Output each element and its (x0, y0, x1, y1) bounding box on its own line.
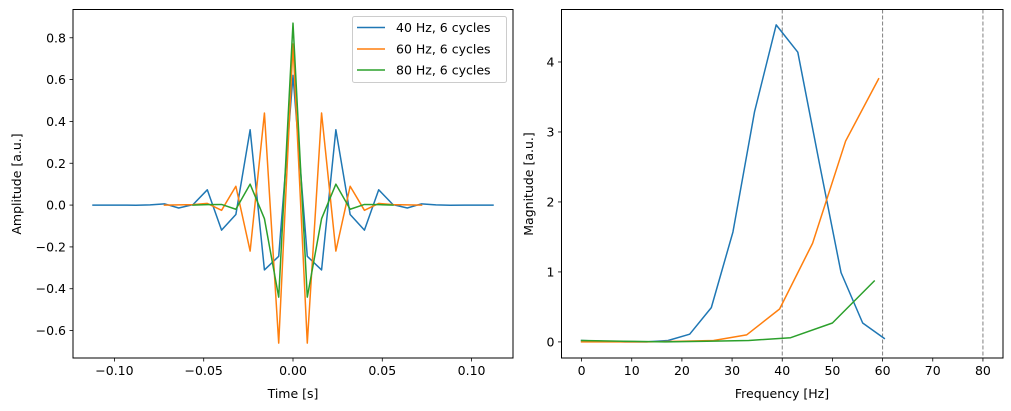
legend-label-80hz: 80 Hz, 6 cycles (396, 63, 491, 78)
time-y-tick-label: −0.6 (36, 323, 66, 338)
frequency-x-axis-label: Frequency [Hz] (735, 386, 829, 401)
time-series-80-hz-6-cycles (192, 22, 394, 298)
time-y-tick-label: 0.4 (46, 114, 66, 129)
time-x-tick-label: 0.10 (458, 363, 486, 378)
time-domain-lines (92, 22, 494, 344)
legend: 40 Hz, 6 cycles 60 Hz, 6 cycles 80 Hz, 6… (352, 16, 507, 83)
time-x-tick-label: −0.10 (95, 363, 133, 378)
time-x-axis-label: Time [s] (267, 386, 319, 401)
frequency-y-tick-label: 3 (547, 124, 555, 139)
legend-label-40hz: 40 Hz, 6 cycles (396, 20, 491, 35)
frequency-y-tick-label: 4 (547, 54, 555, 69)
time-series-40-hz-6-cycles (92, 74, 494, 271)
frequency-y-tick-label: 2 (547, 194, 555, 209)
frequency-y-axis-label: Magnitude [a.u.] (521, 132, 536, 235)
legend-label-60hz: 60 Hz, 6 cycles (396, 42, 491, 57)
frequency-x-tick-label: 0 (578, 363, 586, 378)
time-y-axis-label: Amplitude [a.u.] (9, 133, 24, 234)
time-x-tick-label: −0.05 (185, 363, 223, 378)
frequency-x-tick-label: 40 (774, 363, 790, 378)
frequency-x-tick-label: 20 (674, 363, 690, 378)
time-x-ticks: −0.10 −0.05 0.00 0.05 0.10 (95, 358, 486, 378)
time-series-60-hz-6-cycles (163, 43, 423, 344)
frequency-reference-lines (781, 9, 984, 358)
frequency-x-tick-label: 60 (875, 363, 891, 378)
legend-frame (352, 16, 507, 83)
frequency-y-tick-label: 1 (547, 264, 555, 279)
frequency-x-tick-label: 80 (975, 363, 991, 378)
time-y-tick-label: −0.2 (36, 239, 66, 254)
frequency-x-ticks: 0 10 20 30 40 50 60 70 80 (578, 358, 991, 378)
time-y-tick-label: 0.8 (46, 30, 66, 45)
time-y-tick-label: 0.0 (46, 198, 66, 213)
time-y-tick-label: 0.6 (46, 72, 66, 87)
frequency-series-40-hz-6-cycles (580, 24, 886, 343)
time-x-tick-label: 0.00 (279, 363, 307, 378)
time-domain-axes: −0.10 −0.05 0.00 0.05 0.10 −0.6 −0.4 −0.2 0.0 0.… (9, 9, 514, 401)
frequency-y-tick-label: 0 (547, 334, 555, 349)
frequency-series-60-hz-6-cycles (580, 77, 880, 343)
frequency-y-ticks: 0 1 2 3 4 (547, 54, 562, 349)
frequency-domain-lines (580, 24, 886, 343)
time-x-tick-label: 0.05 (368, 363, 396, 378)
time-y-tick-label: −0.4 (36, 281, 66, 296)
frequency-x-tick-label: 50 (824, 363, 840, 378)
frequency-domain-axes: 0 10 20 30 40 50 60 70 80 0 1 2 3 4 Frequency [Hz] M… (521, 9, 1004, 401)
frequency-series-80-hz-6-cycles (580, 279, 876, 343)
time-y-ticks: −0.6 −0.4 −0.2 0.0 0.2 0.4 0.6 0.8 (36, 30, 73, 338)
frequency-x-tick-label: 30 (724, 363, 740, 378)
time-y-tick-label: 0.2 (46, 156, 66, 171)
frequency-x-tick-label: 10 (624, 363, 640, 378)
frequency-x-tick-label: 70 (925, 363, 941, 378)
